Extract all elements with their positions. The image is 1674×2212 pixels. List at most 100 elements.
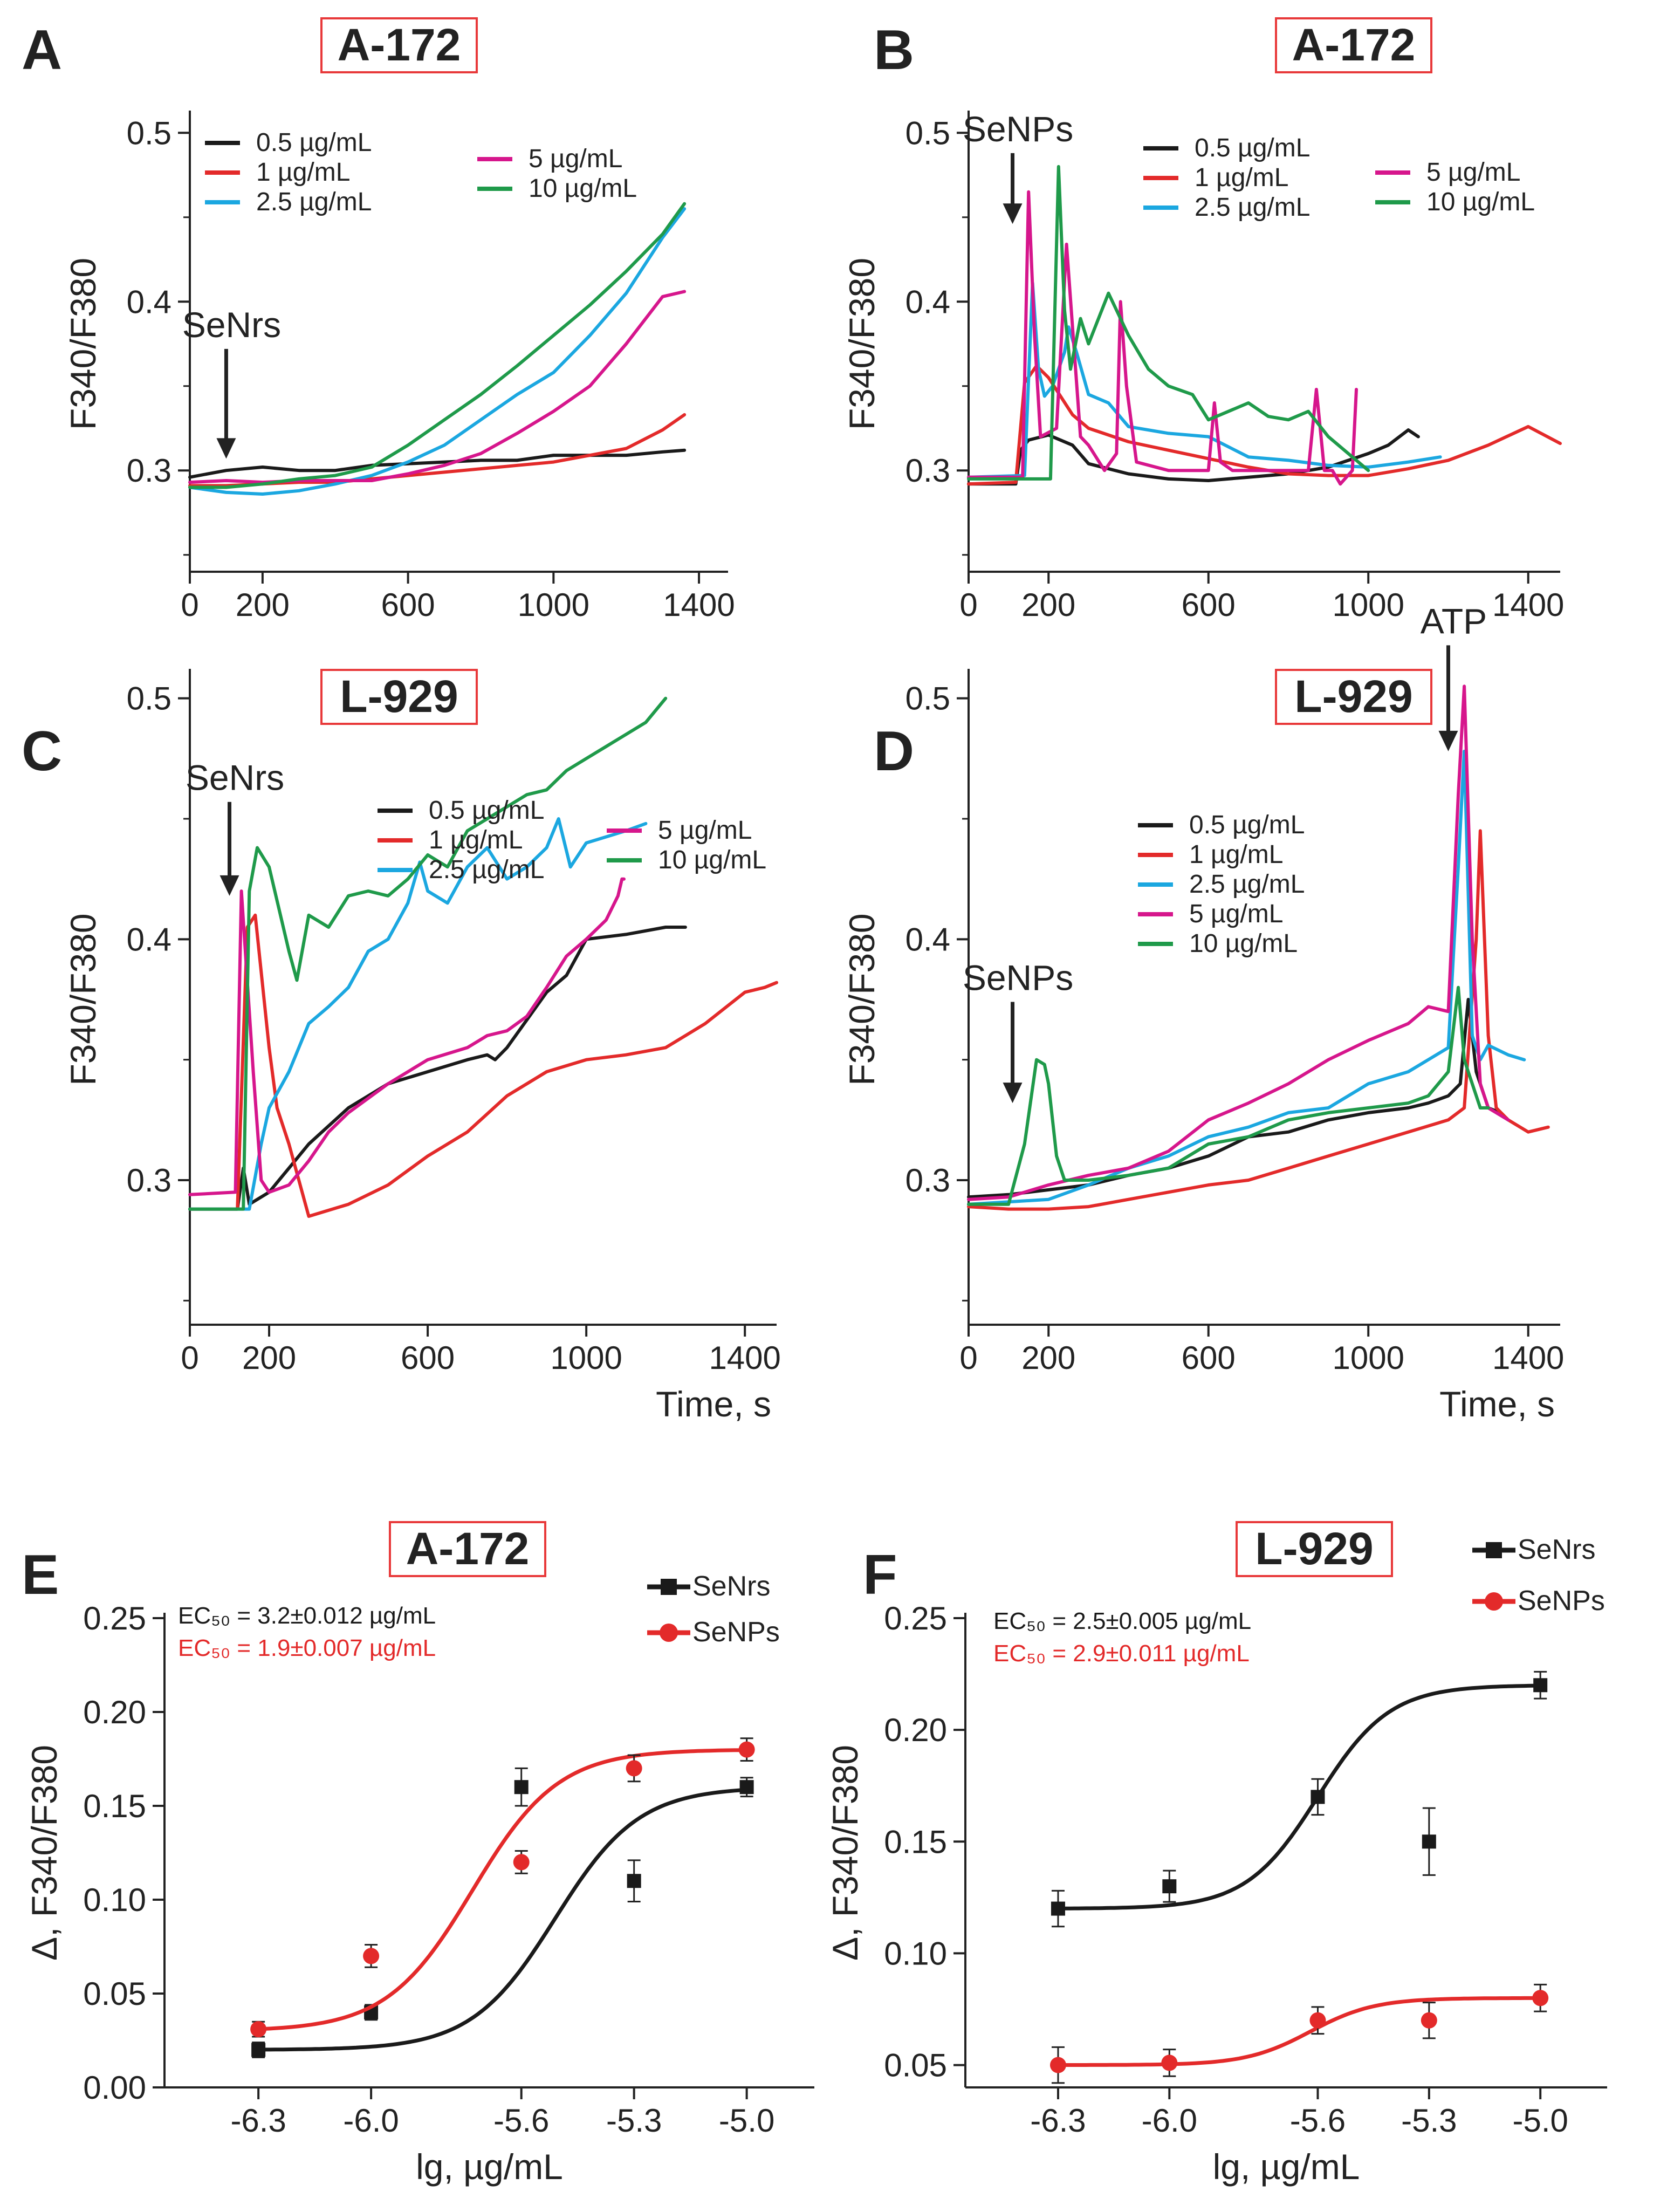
legend-label: 10 µg/mL [658, 846, 766, 874]
legend-label: 5 µg/mL [1189, 900, 1283, 928]
series-line [188, 696, 668, 1211]
y-tick-label: 0.5 [905, 681, 950, 717]
legend-label: 10 µg/mL [1426, 188, 1535, 216]
x-tick-label: 1000 [518, 587, 589, 623]
legend-label: 0.5 µg/mL [256, 128, 372, 157]
arrow-head [1438, 730, 1458, 751]
panel-letter: E [22, 1544, 59, 1606]
data-point [514, 1780, 529, 1795]
x-tick-label: -5.0 [719, 2103, 774, 2139]
title-box [320, 669, 478, 725]
series-line [188, 817, 648, 1211]
data-point [1421, 2012, 1437, 2029]
y-tick-label: 0.05 [83, 1976, 146, 2012]
arrow-head [219, 875, 239, 896]
panel-letter: F [863, 1544, 897, 1606]
title-box [1275, 669, 1432, 725]
x-tick-label: 0 [181, 1340, 198, 1376]
fit-curve [1058, 1683, 1541, 1910]
y-tick-label: 0.10 [884, 1935, 947, 1971]
x-tick-label: 1000 [550, 1340, 622, 1376]
x-tick-label: 1000 [1332, 1340, 1404, 1376]
x-tick-label: 0 [959, 1340, 977, 1376]
data-point [1049, 2057, 1066, 2073]
y-tick-label: 0.15 [884, 1824, 947, 1860]
y-tick-label: 0.20 [83, 1694, 146, 1730]
panel-letter: D [874, 720, 914, 783]
arrow-head [1003, 203, 1023, 224]
x-tick-label: 1000 [1332, 587, 1404, 623]
x-tick-label: 600 [1182, 1340, 1236, 1376]
y-tick-label: 0.15 [83, 1788, 146, 1824]
legend-label: SeNPs [1518, 1585, 1605, 1617]
y-tick-label: 0.3 [127, 453, 171, 489]
x-tick-label: 1400 [663, 587, 735, 623]
x-tick-label: 200 [242, 1340, 296, 1376]
x-tick-label: -6.3 [1030, 2103, 1086, 2139]
y-tick-label: 0.25 [83, 1600, 146, 1636]
legend-label: 10 µg/mL [1189, 929, 1298, 958]
legend-label: SeNPs [692, 1617, 780, 1648]
x-tick-label: -6.0 [343, 2103, 399, 2139]
legend-label: 5 µg/mL [658, 816, 752, 845]
x-tick-label: 1400 [709, 1340, 780, 1376]
data-point [363, 1948, 380, 1964]
series-line [188, 202, 687, 489]
y-tick-label: 0.3 [127, 1162, 171, 1199]
series-line [188, 926, 687, 1211]
panel-letter: A [22, 19, 62, 81]
data-point [1422, 1834, 1436, 1849]
data-point [1161, 2055, 1178, 2071]
fit-curve [258, 1748, 747, 2031]
legend-label: 2.5 µg/mL [429, 855, 544, 884]
x-axis-label: lg, µg/mL [1213, 2147, 1360, 2187]
legend-label: SeNrs [692, 1571, 770, 1602]
series-line [967, 165, 1370, 481]
x-axis-label: lg, µg/mL [416, 2147, 563, 2187]
y-tick-label: 0.4 [905, 284, 950, 320]
x-tick-label: -6.0 [1142, 2103, 1197, 2139]
y-tick-label: 0.20 [884, 1712, 947, 1748]
y-tick-label: 0.00 [83, 2070, 146, 2106]
title-box [320, 17, 478, 73]
y-axis-label: Δ, F340/F380 [24, 1745, 64, 1961]
data-point [739, 1780, 754, 1795]
x-tick-label: 1400 [1492, 1340, 1564, 1376]
x-tick-label: 1400 [1492, 587, 1564, 623]
y-tick-label: 0.25 [884, 1600, 947, 1636]
y-axis-label: F340/F380 [842, 258, 882, 430]
legend-marker [661, 1579, 677, 1595]
ec50-label: EC₅₀ = 2.9±0.011 µg/mL [993, 1640, 1250, 1667]
ec50-label: EC₅₀ = 3.2±0.012 µg/mL [178, 1602, 436, 1629]
x-axis-label: Time, s [656, 1384, 771, 1424]
data-point [251, 2043, 266, 2057]
title-box [1236, 1521, 1393, 1577]
panel-A: A A-172 0 200 600 1000 1400 0.3 0.4 0.5 F340/F380 S… [22, 17, 735, 623]
x-tick-label: 600 [1182, 587, 1236, 623]
series-line [188, 913, 778, 1218]
y-tick-label: 0.4 [905, 921, 950, 957]
annotation-label: SeNrs [182, 305, 281, 345]
y-axis-label: F340/F380 [63, 913, 103, 1085]
panel-B: B A-172 0 200 600 1000 1400 0.3 0.4 0.5 F340/F380 S… [842, 17, 1564, 623]
legend-label: 1 µg/mL [1195, 163, 1288, 192]
legend-label: 2.5 µg/mL [256, 188, 372, 216]
data-point [1309, 2012, 1326, 2029]
y-axis-label: F340/F380 [63, 258, 103, 430]
y-tick-label: 0.3 [905, 1162, 950, 1199]
series-line [967, 281, 1442, 479]
data-point [738, 1741, 755, 1758]
series-line [967, 684, 1510, 1201]
annotation-label: SeNPs [963, 109, 1073, 149]
panel-D: D L-929 0 200 600 1000 1400 0.3 0.4 0.5 F340/F380 T… [842, 601, 1564, 1424]
y-tick-label: 0.3 [905, 453, 950, 489]
legend-label: 0.5 µg/mL [1189, 811, 1305, 839]
x-tick-label: -5.3 [1401, 2103, 1457, 2139]
x-tick-label: 0 [181, 587, 198, 623]
data-point [627, 1874, 641, 1888]
series-line [188, 207, 687, 496]
legend-label: 5 µg/mL [529, 145, 622, 173]
ec50-label: EC₅₀ = 2.5±0.005 µg/mL [993, 1608, 1251, 1634]
panel-letter: B [874, 19, 914, 81]
legend-label: SeNrs [1518, 1534, 1595, 1565]
